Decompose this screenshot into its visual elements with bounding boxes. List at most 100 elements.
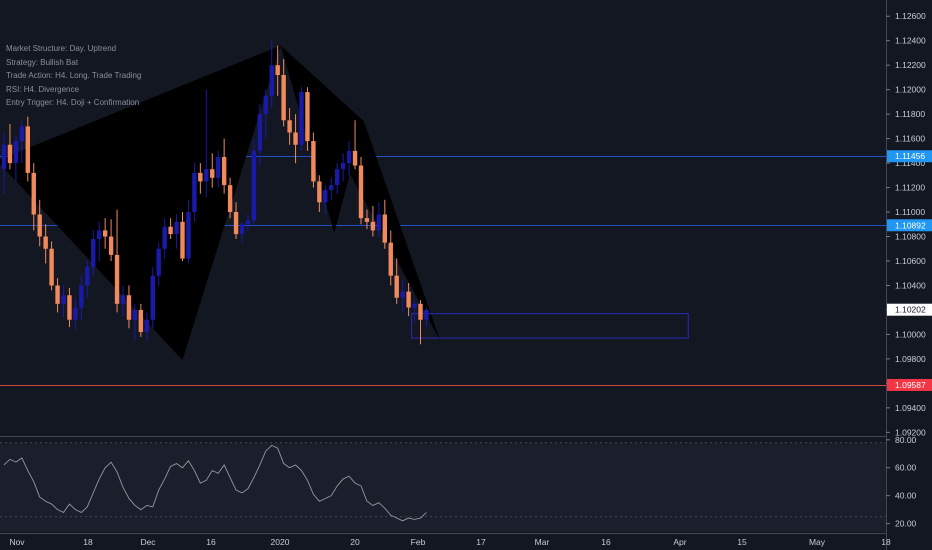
- candle-body: [91, 238, 96, 268]
- price-tag-label: 1.10202: [895, 305, 926, 315]
- candle-body: [144, 319, 149, 332]
- candle-body: [210, 169, 215, 178]
- candle-body: [7, 144, 13, 164]
- candle-body: [245, 220, 251, 225]
- time-axis[interactable]: Nov 18 Dec 16 2020 20 Feb 17 Mar 16 Apr 15 May 18: [9, 537, 891, 547]
- candle-body: [180, 221, 185, 259]
- price-tick-label: 1.10000: [895, 329, 926, 339]
- note-rsi: RSI: H4. Divergence: [6, 84, 79, 94]
- time-tick-label: Dec: [140, 537, 156, 547]
- candle-body: [43, 236, 48, 249]
- pattern-xab: [0, 45, 281, 361]
- candle-body: [19, 126, 25, 142]
- candle-body: [293, 132, 298, 145]
- candle-body: [418, 303, 423, 320]
- candle-body: [221, 156, 227, 186]
- candle-body: [287, 120, 292, 133]
- candle-body: [311, 141, 316, 182]
- candle-body: [382, 214, 387, 243]
- candle-body: [364, 218, 370, 222]
- candle-body: [340, 163, 346, 170]
- time-tick-label: 20: [350, 537, 360, 547]
- candle-body: [198, 172, 203, 182]
- price-tick-label: 1.10800: [895, 232, 926, 242]
- candle-body: [358, 165, 364, 219]
- time-tick-label: 18: [83, 537, 93, 547]
- time-tick-label: 17: [476, 537, 486, 547]
- candle-body: [174, 221, 179, 235]
- candle-body: [329, 185, 334, 191]
- rsi-background: [0, 443, 886, 532]
- candle-body: [31, 172, 36, 215]
- candle-body: [275, 65, 280, 75]
- note-entry-trigger: Entry Trigger: H4. Doji + Confirmation: [6, 98, 140, 107]
- candle-body: [412, 303, 417, 308]
- price-tags: 1.11456 1.10892 1.10202 1.09587: [887, 150, 932, 391]
- price-tick-label: 1.09800: [895, 354, 926, 364]
- price-tick-label: 1.12400: [895, 36, 926, 46]
- candle-body: [55, 285, 60, 304]
- candle-body: [335, 169, 340, 186]
- price-tick-label: 1.11200: [895, 183, 925, 193]
- candle-body: [186, 212, 191, 259]
- candle-body: [239, 224, 245, 235]
- price-tick-label: 1.11400: [895, 158, 925, 168]
- price-tick-label: 1.12600: [895, 11, 926, 21]
- candle-body: [126, 295, 132, 320]
- candle-body: [61, 295, 66, 304]
- candle-body: [25, 126, 30, 173]
- candle-body: [317, 181, 322, 203]
- candle-body: [132, 309, 138, 320]
- candle-body: [192, 172, 197, 213]
- candle-body: [251, 150, 257, 221]
- candle-body: [120, 295, 126, 304]
- candle-body: [323, 190, 328, 203]
- candle-body: [406, 291, 411, 308]
- candle-body: [233, 212, 239, 235]
- candle-body: [257, 114, 263, 151]
- time-tick-label: 2020: [271, 537, 290, 547]
- candle-body: [156, 248, 161, 276]
- candle-body: [376, 214, 382, 231]
- time-tick-label: Feb: [411, 537, 426, 547]
- candle-body: [204, 169, 209, 182]
- rsi-tick-label: 40.00: [895, 491, 917, 501]
- candle-body: [138, 309, 144, 332]
- time-tick-label: Apr: [673, 537, 686, 547]
- candle-body: [162, 226, 167, 249]
- candle-body: [281, 74, 286, 121]
- candle-body: [108, 236, 114, 255]
- candle-body: [168, 226, 173, 235]
- candle-body: [49, 248, 54, 286]
- time-tick-label: Nov: [9, 537, 25, 547]
- price-tag-box: [887, 219, 932, 232]
- price-tag-label: 1.10892: [895, 220, 926, 230]
- time-tick-label: 15: [737, 537, 747, 547]
- rsi-pane: [0, 442, 886, 522]
- candle-body: [216, 156, 221, 178]
- rsi-tick-label: 20.00: [895, 519, 917, 529]
- candlestick-series: [1, 40, 429, 345]
- candle-body: [227, 185, 233, 213]
- note-market-structure: Market Structure: Day. Uptrend: [6, 44, 117, 53]
- rsi-tick-label: 60.00: [895, 463, 917, 473]
- candle-body: [73, 307, 78, 320]
- price-tick-label: 1.11800: [895, 109, 925, 119]
- candle-body: [263, 95, 268, 115]
- candle-body: [150, 275, 155, 320]
- candle-body: [352, 150, 358, 166]
- candle-body: [400, 291, 405, 298]
- price-tag-label: 1.09587: [895, 380, 926, 390]
- price-tick-label: 1.09400: [895, 403, 926, 413]
- price-tag-label: 1.11456: [895, 151, 925, 161]
- candle-body: [269, 65, 274, 96]
- price-tick-label: 1.12000: [895, 85, 926, 95]
- rsi-line: [3, 444, 427, 522]
- candle-body: [299, 92, 304, 145]
- time-tick-label: Mar: [535, 537, 550, 547]
- price-tick-label: 1.10600: [895, 256, 926, 266]
- candle-body: [37, 214, 42, 237]
- price-tick-label: 1.12200: [895, 60, 926, 70]
- price-tick-label: 1.11600: [895, 134, 925, 144]
